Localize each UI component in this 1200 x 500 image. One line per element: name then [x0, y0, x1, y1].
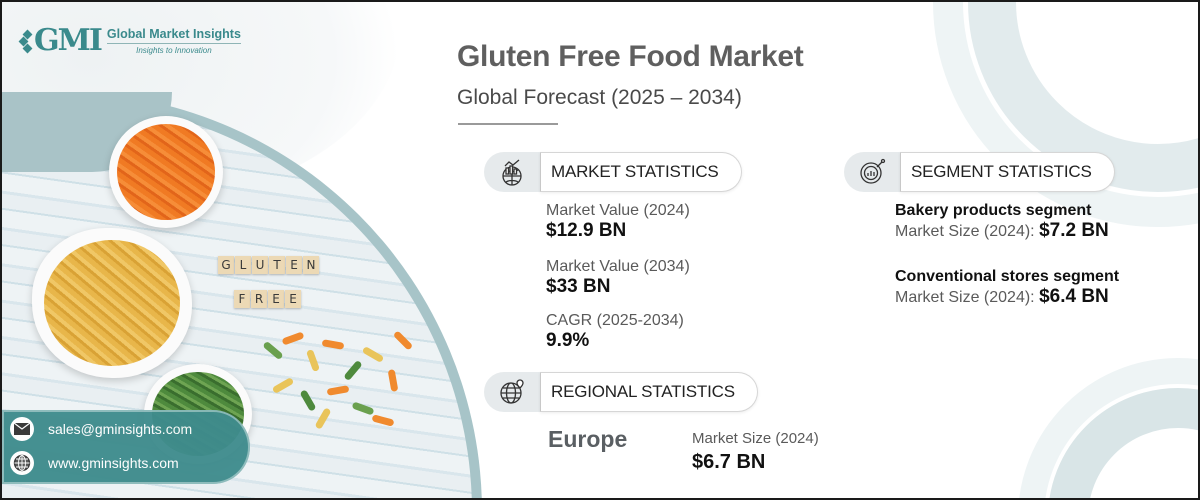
stat-market-value-2034: Market Value (2034) $33 BN [546, 258, 690, 298]
title-divider [458, 123, 558, 125]
brand-tagline: Insights to Innovation [136, 46, 212, 55]
page-title: Gluten Free Food Market [457, 40, 804, 73]
regional-statistics-title: REGIONAL STATISTICS [540, 372, 758, 412]
stat-market-value-2024: Market Value (2024) $12.9 BN [546, 202, 690, 242]
brand-name: Global Market Insights [106, 27, 241, 44]
regional-statistics-header: REGIONAL STATISTICS [484, 372, 758, 412]
segment-size-value: $6.4 BN [1039, 286, 1109, 307]
segment-size-label: Market Size (2024): [895, 223, 1035, 240]
chart-globe-icon [484, 152, 540, 192]
region-name: Europe [548, 426, 628, 452]
segment-statistics-title: SEGMENT STATISTICS [900, 152, 1115, 192]
contact-website[interactable]: www.gminsights.com [2, 448, 250, 478]
letter-tile: E [285, 290, 301, 308]
letter-tile: F [234, 290, 250, 308]
market-statistics-title: MARKET STATISTICS [540, 152, 742, 192]
segment-conventional-stores: Conventional stores segment Market Size … [895, 268, 1119, 308]
segment-name: Conventional stores segment [895, 268, 1120, 285]
logo-diamond-icon [18, 29, 33, 54]
target-chart-icon [844, 152, 900, 192]
letter-tile: U [252, 256, 268, 274]
stat-label: Market Value (2034) [546, 258, 690, 275]
globe-pin-icon [484, 372, 540, 412]
market-statistics-header: MARKET STATISTICS [484, 152, 742, 192]
letter-tile: G [218, 256, 234, 274]
orange-pasta-bowl [109, 116, 223, 228]
segment-size-label: Market Size (2024): [895, 289, 1035, 306]
segment-statistics-header: SEGMENT STATISTICS [844, 152, 1115, 192]
segment-bakery-products: Bakery products segment Market Size (202… [895, 202, 1109, 242]
page-subtitle: Global Forecast (2025 – 2034) [457, 86, 742, 109]
letter-tile: R [251, 290, 267, 308]
website-link[interactable]: www.gminsights.com [48, 455, 179, 471]
segment-name: Bakery products segment [895, 202, 1092, 219]
stat-label: Market Value (2024) [546, 202, 690, 219]
contact-bar: sales@gminsights.com www.gminsights.com [2, 410, 250, 484]
region-size-value: $6.7 BN [692, 451, 766, 473]
email-link[interactable]: sales@gminsights.com [48, 421, 193, 437]
stat-value: $12.9 BN [546, 220, 627, 241]
stat-label: CAGR (2025-2034) [546, 312, 684, 329]
globe-icon [10, 451, 34, 475]
envelope-icon [10, 417, 34, 441]
segment-size-value: $7.2 BN [1039, 220, 1109, 241]
gmi-logo: GMI Global Market Insights Insights to I… [18, 23, 241, 58]
stat-value: $33 BN [546, 276, 611, 297]
letter-tile: T [269, 256, 285, 274]
yellow-pasta-bowl [32, 228, 192, 378]
letter-tile: E [268, 290, 284, 308]
letter-tile: N [303, 256, 319, 274]
letter-tile: E [286, 256, 302, 274]
stat-value: 9.9% [546, 330, 590, 351]
region-size-label: Market Size (2024) [692, 430, 819, 447]
letter-tile: L [235, 256, 251, 274]
scattered-tricolor-pasta [252, 327, 422, 430]
stat-cagr: CAGR (2025-2034) 9.9% [546, 312, 684, 352]
contact-email[interactable]: sales@gminsights.com [2, 414, 250, 444]
logo-mark: GMI [34, 23, 103, 58]
